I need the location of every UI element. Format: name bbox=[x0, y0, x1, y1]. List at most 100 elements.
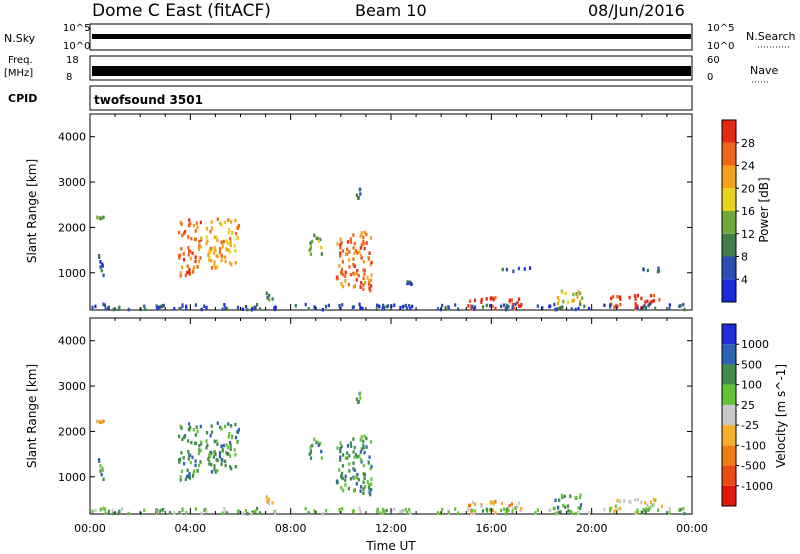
range-gate-cell bbox=[194, 507, 197, 511]
range-gate-cell bbox=[191, 455, 194, 460]
range-gate-cell bbox=[99, 216, 102, 220]
range-gate-cell bbox=[536, 508, 539, 512]
range-gate-cell bbox=[556, 296, 560, 300]
range-gate-cell bbox=[563, 494, 566, 499]
range-gate-cell bbox=[99, 420, 102, 424]
range-gate-cell bbox=[340, 475, 343, 479]
range-gate-cell bbox=[368, 282, 371, 286]
range-gate-cell bbox=[359, 285, 362, 289]
range-gate-cell bbox=[481, 305, 485, 309]
range-gate-cell bbox=[309, 245, 313, 249]
range-gate-cell bbox=[229, 250, 232, 254]
range-gate-cell bbox=[628, 499, 631, 504]
range-gate-cell bbox=[344, 474, 347, 479]
range-gate-cell bbox=[218, 250, 221, 255]
range-gate-cell bbox=[370, 278, 373, 282]
range-gate-cell bbox=[212, 246, 215, 251]
range-gate-cell bbox=[658, 269, 661, 273]
range-gate-cell bbox=[340, 282, 343, 286]
range-gate-cell bbox=[454, 507, 457, 511]
range-gate-cell bbox=[220, 444, 223, 448]
range-gate-cell bbox=[209, 433, 212, 438]
range-gate-cell bbox=[316, 236, 319, 241]
range-gate-cell bbox=[587, 307, 591, 311]
range-gate-cell bbox=[342, 284, 345, 289]
range-gate-cell bbox=[274, 305, 277, 309]
range-gate-cell bbox=[500, 304, 503, 309]
range-gate-cell bbox=[360, 485, 363, 489]
range-gate-cell bbox=[100, 268, 103, 273]
range-gate-cell bbox=[652, 497, 656, 502]
range-gate-cell bbox=[646, 268, 649, 273]
range-gate-cell bbox=[346, 240, 350, 244]
range-gate-cell bbox=[682, 506, 685, 511]
range-gate-cell bbox=[309, 456, 313, 460]
range-gate-cell bbox=[393, 303, 396, 307]
range-gate-cell bbox=[205, 241, 208, 246]
y-tick-label: 4000 bbox=[58, 131, 86, 144]
range-gate-cell bbox=[336, 242, 339, 246]
range-gate-cell bbox=[473, 509, 477, 513]
range-gate-cell bbox=[185, 511, 188, 515]
nsearch-label: N.Search bbox=[746, 30, 796, 43]
range-gate-cell bbox=[309, 252, 313, 256]
range-gate-cell bbox=[353, 468, 356, 473]
range-gate-cell bbox=[189, 256, 192, 261]
range-gate-cell bbox=[341, 303, 344, 307]
range-gate-cell bbox=[359, 438, 362, 442]
range-gate-cell bbox=[359, 457, 363, 462]
colorbar-tick-label: 1000 bbox=[741, 338, 769, 351]
range-gate-cell bbox=[640, 296, 643, 301]
range-gate-cell bbox=[378, 304, 381, 309]
range-gate-cell bbox=[194, 441, 197, 446]
range-gate-cell bbox=[187, 253, 190, 257]
range-gate-cell bbox=[199, 256, 202, 260]
range-gate-cell bbox=[236, 236, 239, 240]
range-gate-cell bbox=[348, 265, 351, 269]
range-gate-cell bbox=[362, 242, 365, 246]
range-gate-cell bbox=[683, 307, 686, 312]
range-gate-cell bbox=[226, 307, 229, 311]
range-gate-cell bbox=[473, 305, 477, 309]
range-gate-cell bbox=[494, 499, 497, 504]
nave-tick-bottom: 0 bbox=[707, 72, 713, 83]
power-y-ticks: 1000 2000 3000 4000 bbox=[58, 131, 692, 280]
range-gate-cell bbox=[189, 425, 192, 430]
range-gate-cell bbox=[362, 259, 365, 264]
range-gate-cell bbox=[229, 243, 232, 247]
range-gate-cell bbox=[273, 511, 277, 516]
range-gate-cell bbox=[198, 448, 201, 452]
range-gate-cell bbox=[199, 460, 202, 464]
range-gate-cell bbox=[651, 299, 654, 304]
range-gate-cell bbox=[339, 447, 342, 451]
range-gate-cell bbox=[529, 266, 532, 270]
range-gate-cell bbox=[271, 297, 274, 301]
range-gate-cell bbox=[457, 511, 460, 515]
range-gate-cell bbox=[376, 510, 379, 514]
range-gate-cell bbox=[488, 304, 492, 308]
range-gate-cell bbox=[347, 282, 350, 287]
range-gate-cell bbox=[112, 511, 115, 516]
range-gate-cell bbox=[368, 251, 371, 255]
range-gate-cell bbox=[258, 511, 262, 515]
colorbar-tick-label: 500 bbox=[741, 358, 762, 371]
velocity-colorbar-label: Velocity [m s^-1] bbox=[774, 364, 788, 468]
range-gate-cell bbox=[225, 239, 228, 243]
range-gate-cell bbox=[197, 247, 200, 252]
range-gate-cell bbox=[369, 236, 372, 240]
range-gate-cell bbox=[341, 464, 345, 468]
range-gate-cell bbox=[91, 305, 94, 310]
range-gate-cell bbox=[348, 250, 351, 254]
range-gate-cell bbox=[648, 506, 651, 511]
range-gate-cell bbox=[610, 302, 613, 306]
range-gate-cell bbox=[112, 307, 115, 312]
range-gate-cell bbox=[156, 306, 160, 310]
range-gate-cell bbox=[668, 303, 671, 307]
range-gate-cell bbox=[230, 262, 233, 267]
range-gate-cell bbox=[359, 192, 362, 196]
range-gate-cell bbox=[409, 511, 412, 515]
range-gate-cell bbox=[265, 495, 268, 499]
range-gate-cell bbox=[616, 498, 619, 503]
range-gate-cell bbox=[234, 422, 237, 427]
x-tick-label: 20:00 bbox=[576, 522, 608, 535]
